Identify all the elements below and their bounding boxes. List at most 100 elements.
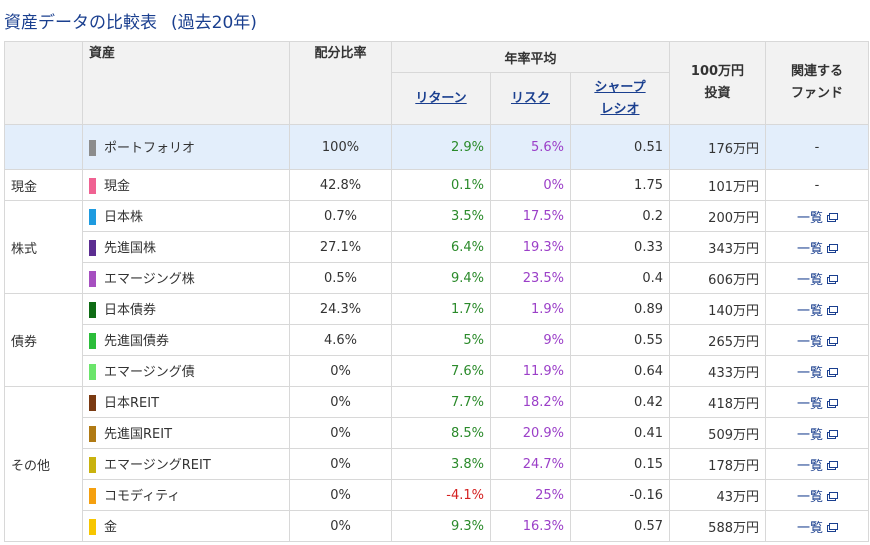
allocation-cell: 0% <box>289 355 392 387</box>
asset-name: 日本債券 <box>104 303 157 319</box>
table-row: 株式 日本株 0.7% 3.5% 17.5% 0.2 200万円 一覧 <box>4 200 869 294</box>
asset-color-swatch <box>89 518 96 535</box>
return-cell: 5% <box>391 324 491 356</box>
risk-cell: 11.9% <box>490 355 571 387</box>
asset-header: 資産 <box>82 41 290 125</box>
allocation-cell: 0.7% <box>289 200 392 232</box>
fund-list-link[interactable]: 一覧 <box>796 393 838 412</box>
fund-list-link-label[interactable]: 一覧 <box>796 210 823 226</box>
sharpe-ratio-link-line2[interactable]: レシオ <box>600 101 640 117</box>
related-fund-cell: 一覧 <box>765 510 869 542</box>
asset-color-swatch <box>89 487 96 504</box>
risk-cell: 16.3% <box>490 510 571 542</box>
category-label: 現金 <box>4 169 83 201</box>
asset-name: コモディティ <box>104 489 181 505</box>
fund-list-link[interactable]: 一覧 <box>796 362 838 381</box>
asset-color-swatch <box>89 270 96 287</box>
table-row: 金 0% 9.3% 16.3% 0.57 588万円 一覧 <box>5 510 869 542</box>
sharpe-ratio-cell: -0.16 <box>570 479 670 511</box>
return-header[interactable]: リターン <box>391 72 491 125</box>
fund-list-link-label[interactable]: 一覧 <box>796 303 823 319</box>
asset-name: 日本株 <box>104 210 144 226</box>
asset-color-swatch <box>89 208 96 225</box>
fund-list-link-label[interactable]: 一覧 <box>796 427 823 443</box>
external-window-icon[interactable] <box>827 523 838 532</box>
fund-list-link[interactable]: 一覧 <box>796 455 838 474</box>
investment-value-cell: 176万円 <box>669 124 766 170</box>
fund-list-link-label[interactable]: 一覧 <box>796 458 823 474</box>
allocation-header: 配分比率 <box>289 41 392 125</box>
allocation-cell: 0% <box>289 479 392 511</box>
fund-list-link-label[interactable]: 一覧 <box>796 334 823 350</box>
sharpe-ratio-header[interactable]: シャープ レシオ <box>570 72 670 125</box>
fund-list-link-label[interactable]: 一覧 <box>796 520 823 536</box>
risk-header[interactable]: リスク <box>490 72 571 125</box>
risk-cell: 24.7% <box>490 448 571 480</box>
asset-color-swatch <box>89 394 96 411</box>
fund-list-link[interactable]: 一覧 <box>796 269 838 288</box>
fund-list-link-label[interactable]: 一覧 <box>796 272 823 288</box>
asset-name-cell: 日本REIT <box>82 386 290 418</box>
return-sort-link[interactable]: リターン <box>415 90 467 106</box>
external-window-icon[interactable] <box>827 213 838 222</box>
sharpe-ratio-cell: 0.89 <box>570 293 670 325</box>
fund-list-link[interactable]: 一覧 <box>796 517 838 536</box>
fund-list-link[interactable]: 一覧 <box>796 331 838 350</box>
investment-value-cell: 178万円 <box>669 448 766 480</box>
asset-color-swatch <box>89 301 96 318</box>
risk-cell: 18.2% <box>490 386 571 418</box>
sharpe-ratio-cell: 0.15 <box>570 448 670 480</box>
return-cell: 3.8% <box>391 448 491 480</box>
fund-list-link[interactable]: 一覧 <box>796 207 838 226</box>
fund-list-link[interactable]: 一覧 <box>796 300 838 319</box>
fund-list-link[interactable]: 一覧 <box>796 238 838 257</box>
return-cell: 6.4% <box>391 231 491 263</box>
external-window-icon[interactable] <box>827 492 838 501</box>
external-window-icon[interactable] <box>827 430 838 439</box>
allocation-cell: 24.3% <box>289 293 392 325</box>
table-row: 先進国REIT 0% 8.5% 20.9% 0.41 509万円 一覧 <box>5 417 869 449</box>
allocation-cell: 0% <box>289 448 392 480</box>
sharpe-ratio-cell: 0.41 <box>570 417 670 449</box>
asset-color-swatch <box>89 177 96 194</box>
allocation-cell: 100% <box>289 124 392 170</box>
external-window-icon[interactable] <box>827 461 838 470</box>
external-window-icon[interactable] <box>827 275 838 284</box>
risk-sort-link[interactable]: リスク <box>510 90 550 106</box>
investment-value-cell: 509万円 <box>669 417 766 449</box>
asset-name-cell: エマージングREIT <box>82 448 290 480</box>
fund-list-link[interactable]: 一覧 <box>796 486 838 505</box>
fund-list-link-label[interactable]: 一覧 <box>796 396 823 412</box>
risk-cell: 5.6% <box>490 124 571 170</box>
related-fund-cell: 一覧 <box>765 324 869 356</box>
table-row: 先進国株 27.1% 6.4% 19.3% 0.33 343万円 一覧 <box>5 231 869 263</box>
table-row: 先進国債券 4.6% 5% 9% 0.55 265万円 一覧 <box>5 324 869 356</box>
category-header <box>4 41 83 125</box>
related-fund-cell: 一覧 <box>765 386 869 418</box>
table-row: エマージングREIT 0% 3.8% 24.7% 0.15 178万円 一覧 <box>5 448 869 480</box>
fund-list-link-label[interactable]: 一覧 <box>796 365 823 381</box>
fund-list-link-label[interactable]: 一覧 <box>796 241 823 257</box>
external-window-icon[interactable] <box>827 337 838 346</box>
table-row: エマージング株 0.5% 9.4% 23.5% 0.4 606万円 一覧 <box>5 262 869 294</box>
external-window-icon[interactable] <box>827 244 838 253</box>
sharpe-ratio-cell: 0.55 <box>570 324 670 356</box>
sharpe-ratio-link-line1[interactable]: シャープ <box>594 79 646 95</box>
investment-value-cell: 43万円 <box>669 479 766 511</box>
related-fund-cell: 一覧 <box>765 200 869 232</box>
risk-cell: 17.5% <box>490 200 571 232</box>
page-title-main: 資産データの比較表 <box>4 13 157 33</box>
related-fund-cell: - <box>765 124 869 170</box>
external-window-icon[interactable] <box>827 306 838 315</box>
external-window-icon[interactable] <box>827 368 838 377</box>
asset-name-cell: 現金 <box>82 169 290 201</box>
category-label: その他 <box>4 386 83 542</box>
related-fund-cell: 一覧 <box>765 231 869 263</box>
fund-list-link-label[interactable]: 一覧 <box>796 489 823 505</box>
fund-list-link[interactable]: 一覧 <box>796 424 838 443</box>
related-fund-cell: 一覧 <box>765 448 869 480</box>
asset-color-swatch <box>89 139 96 156</box>
risk-cell: 9% <box>490 324 571 356</box>
external-window-icon[interactable] <box>827 399 838 408</box>
allocation-cell: 27.1% <box>289 231 392 263</box>
